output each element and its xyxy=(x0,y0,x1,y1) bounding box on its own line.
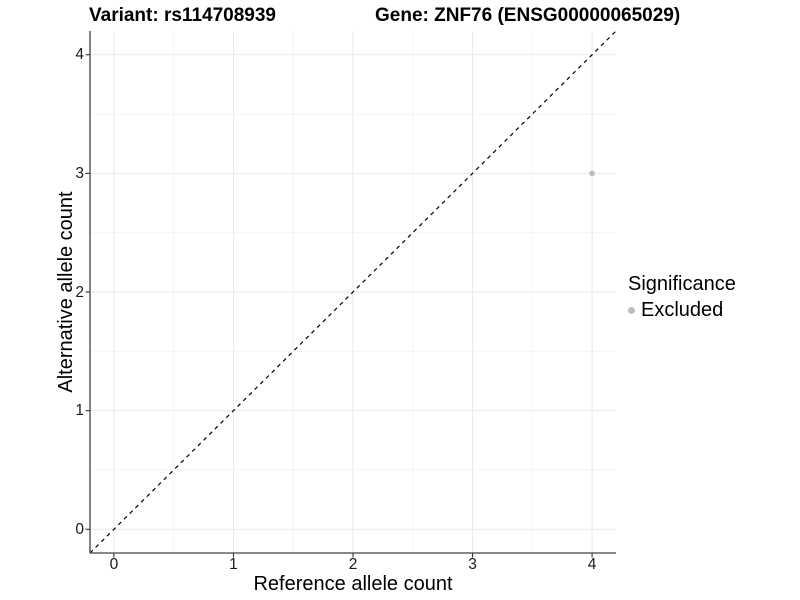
x-tick-label: 0 xyxy=(109,556,119,573)
y-axis-title: Alternative allele count xyxy=(55,191,77,393)
y-tick-label: 0 xyxy=(75,520,84,538)
plot-title-variant: Variant: rs114708939 xyxy=(89,5,276,26)
y-tick-label: 4 xyxy=(75,46,84,64)
legend-item-excluded: Excluded xyxy=(628,298,736,322)
y-tick-label: 2 xyxy=(75,283,84,301)
y-tick-label: 1 xyxy=(75,402,84,420)
legend-title: Significance xyxy=(628,273,736,295)
x-axis-title: Reference allele count xyxy=(253,573,453,595)
legend-item-label: Excluded xyxy=(641,299,724,321)
x-tick-label: 3 xyxy=(468,556,477,573)
legend-point-icon xyxy=(628,306,635,314)
identity-dashed-line xyxy=(89,30,617,554)
y-tick-label: 3 xyxy=(75,164,84,182)
x-tick-label: 4 xyxy=(587,556,597,573)
x-tick-label: 2 xyxy=(348,556,358,573)
legend: Significance Excluded xyxy=(628,272,736,322)
plot-title-gene: Gene: ZNF76 (ENSG00000065029) xyxy=(375,5,681,26)
data-point xyxy=(589,170,595,177)
x-tick-label: 1 xyxy=(229,556,238,573)
